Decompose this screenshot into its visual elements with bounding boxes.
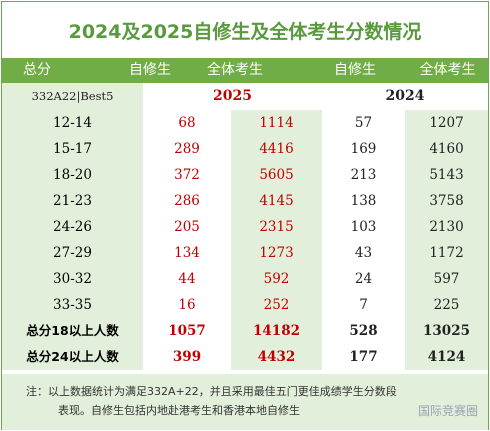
all-2024-cell: 1172: [405, 240, 488, 266]
self-2024-cell: 169: [350, 141, 377, 157]
table-row: 27-29 134 1273 43 1172: [2, 240, 488, 266]
self-2024-cell: 138: [350, 193, 377, 209]
year-header-row: 332A22|Best5 2025 2024: [2, 83, 488, 110]
footnote-line-1: 注：以上数据统计为满足332A+22，并且采用最佳五门更佳成绩学生分数段: [26, 385, 397, 398]
all-2025-cell: 252: [231, 292, 322, 318]
all-2024-cell: 2130: [405, 214, 488, 240]
footnote-line-2: 表现。自修生包括内地赴港考生和香港本地自修生: [58, 404, 300, 417]
self-2025-cell: 205: [174, 219, 200, 235]
self-study-2025-header: 自修生: [129, 62, 171, 78]
score-column-header: 总分: [23, 62, 51, 78]
self-2025-cell: 399: [172, 349, 202, 365]
self-2025-cell: 286: [174, 193, 200, 209]
score-band-cell: 总分18以上人数: [2, 318, 143, 344]
self-2025-cell: 372: [174, 167, 200, 183]
table-row-total-18: 总分18以上人数 1057 14182 528 13025: [2, 318, 488, 344]
all-2025-cell: 1273: [231, 240, 322, 266]
score-band-cell: 21-23: [2, 188, 143, 214]
all-2025-cell: 1114: [231, 110, 322, 136]
page-title: 2024及2025自修生及全体考生分数情况: [68, 20, 422, 43]
all-2024-cell: 4160: [405, 136, 488, 162]
all-2025-cell: 4432: [231, 344, 322, 370]
table-row: 15-17 289 4416 169 4160: [2, 136, 488, 162]
score-rows: 12-14 68 1114 57 1207 15-17 289 4416 169…: [2, 110, 488, 370]
score-band-cell: 30-32: [2, 266, 143, 292]
score-band-cell: 33-35: [2, 292, 143, 318]
all-candidates-2024-header: 全体考生: [419, 62, 476, 78]
footnote: 注：以上数据统计为满足332A+22，并且采用最佳五门更佳成绩学生分数段 表现。…: [2, 374, 488, 430]
all-2024-cell: 1207: [405, 110, 488, 136]
table-row: 30-32 44 592 24 597: [2, 266, 488, 292]
self-2024-cell: 177: [349, 349, 378, 365]
table-row: 12-14 68 1114 57 1207: [2, 110, 488, 136]
table-row-total-24: 总分24以上人数 399 4432 177 4124: [2, 344, 488, 370]
self-2024-cell: 103: [350, 219, 377, 235]
self-2024-cell: 24: [354, 271, 373, 287]
self-study-2024-header: 自修生: [334, 62, 376, 78]
all-2024-cell: 225: [405, 292, 488, 318]
all-2025-cell: 2315: [231, 214, 322, 240]
all-2024-cell: 4124: [405, 344, 488, 370]
all-2024-cell: 13025: [405, 318, 488, 344]
table-row: 18-20 372 5605 213 5143: [2, 162, 488, 188]
self-2025-cell: 1057: [168, 323, 206, 339]
table-row: 21-23 286 4145 138 3758: [2, 188, 488, 214]
year-2024-label: 2024: [385, 88, 425, 104]
all-candidates-2025-header: 全体考生: [207, 62, 263, 78]
table-row: 33-35 16 252 7 225: [2, 292, 488, 318]
self-2024-cell: 528: [349, 323, 378, 339]
self-2024-cell: 213: [350, 167, 377, 183]
column-header-row: 总分 自修生 全体考生 自修生 全体考生: [2, 58, 488, 83]
year-2025-label: 2025: [213, 88, 252, 104]
self-2025-cell: 44: [178, 271, 196, 287]
self-2024-cell: 43: [354, 245, 373, 261]
all-2025-cell: 14182: [231, 318, 322, 344]
self-2025-cell: 289: [174, 141, 200, 157]
all-2025-cell: 5605: [231, 162, 322, 188]
all-2025-cell: 4145: [231, 188, 322, 214]
watermark-text: 国际竞赛圈: [417, 404, 478, 418]
self-2025-cell: 68: [178, 115, 196, 131]
score-band-cell: 27-29: [2, 240, 143, 266]
table-row: 24-26 205 2315 103 2130: [2, 214, 488, 240]
all-2025-cell: 592: [231, 266, 322, 292]
all-2024-cell: 3758: [405, 188, 488, 214]
score-band-cell: 12-14: [2, 110, 143, 136]
all-2024-cell: 597: [405, 266, 488, 292]
score-band-cell: 总分24以上人数: [2, 344, 143, 370]
scheme-label: 332A22|Best5: [2, 83, 143, 110]
all-2025-cell: 4416: [231, 136, 322, 162]
self-2025-cell: 134: [174, 245, 200, 261]
self-2024-cell: 57: [354, 115, 373, 131]
self-2024-cell: 7: [359, 297, 368, 313]
all-2024-cell: 5143: [405, 162, 488, 188]
score-band-cell: 18-20: [2, 162, 143, 188]
self-2025-cell: 16: [178, 297, 196, 313]
score-band-cell: 15-17: [2, 136, 143, 162]
score-band-cell: 24-26: [2, 214, 143, 240]
